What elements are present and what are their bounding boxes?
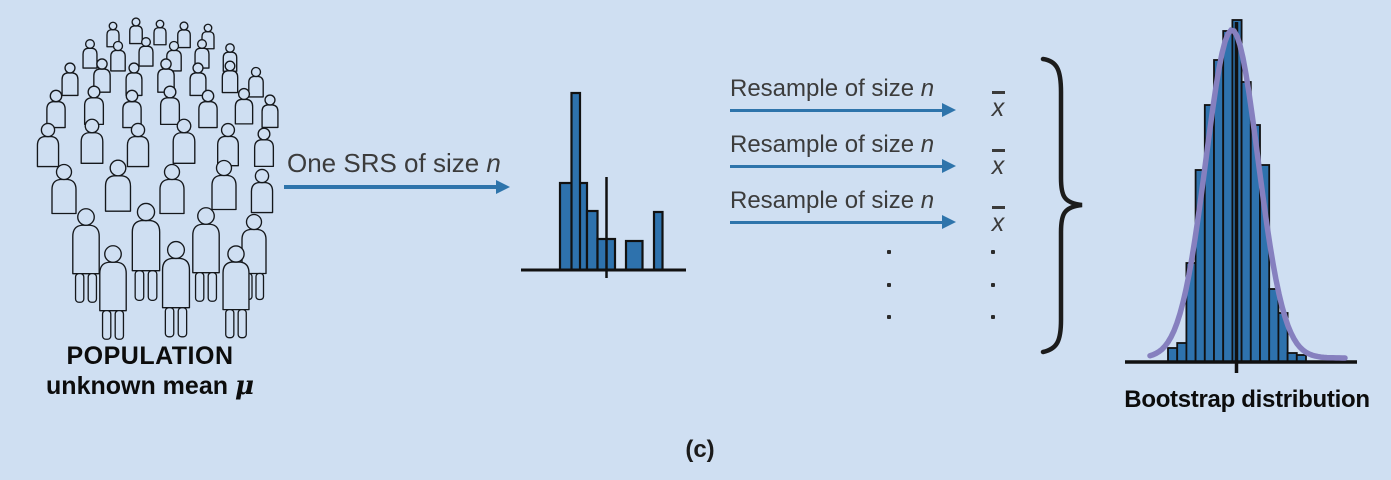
- ellipsis-dot: [991, 283, 995, 287]
- population-title: POPULATION: [66, 342, 234, 370]
- one-srs-label-text: One SRS of size: [287, 148, 487, 178]
- resample-label-2: Resample of size n: [730, 131, 935, 158]
- resample-arrow-head-icon-2: [942, 159, 956, 173]
- srs-sample-histogram: [521, 91, 686, 278]
- resample-label-1: Resample of size n: [730, 75, 935, 102]
- xbar-overline-2: [991, 149, 1005, 152]
- resample-arrow-line-2: [730, 164, 942, 168]
- population-crowd-illustration: [36, 17, 279, 340]
- xbar-overline-1: [991, 91, 1005, 94]
- xbar-x-3: x: [991, 208, 1005, 237]
- one-srs-label: One SRS of size n: [287, 149, 501, 178]
- bootstrap-distribution-histogram: [1125, 19, 1357, 373]
- resample-arrow-line-1: [730, 108, 942, 112]
- bootstrap-distribution-label: Bootstrap distribution: [1124, 386, 1370, 413]
- one-srs-n-symbol: n: [486, 148, 501, 178]
- population-subtitle: unknown mean μ: [15, 372, 285, 401]
- grouping-brace: [1040, 56, 1083, 355]
- xbar-overline-3: [991, 206, 1005, 209]
- ellipsis-dot: [887, 283, 891, 287]
- resample-arrow-head-icon-3: [942, 215, 956, 229]
- ellipsis-dot: [887, 315, 891, 319]
- resample-arrow-line-3: [730, 220, 942, 224]
- srs-arrow-head-icon: [496, 180, 510, 194]
- xbar-x-2: x: [991, 151, 1005, 180]
- resample-arrow-head-icon-1: [942, 103, 956, 117]
- srs-arrow-line: [284, 185, 496, 189]
- xbar-x-1: x: [991, 93, 1005, 122]
- ellipsis-dot: [887, 250, 891, 254]
- ellipsis-dot: [991, 315, 995, 319]
- resample-label-3: Resample of size n: [730, 187, 935, 214]
- ellipsis-dot: [991, 250, 995, 254]
- figure-caption: (c): [685, 436, 715, 463]
- population-subtitle-text: unknown mean: [46, 372, 235, 400]
- xbar-statistic-3: x: [982, 206, 1014, 236]
- xbar-statistic-2: x: [982, 149, 1014, 179]
- mu-symbol: μ: [234, 371, 254, 401]
- xbar-statistic-1: x: [982, 91, 1014, 121]
